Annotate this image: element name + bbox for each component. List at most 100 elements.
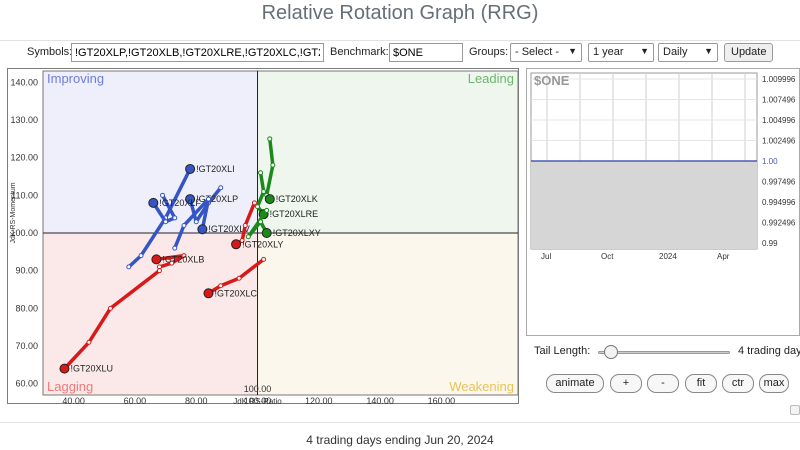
tail-point xyxy=(205,196,211,202)
update-button[interactable]: Update xyxy=(724,43,774,62)
series-label: !GT20XLK xyxy=(276,194,318,204)
y-tick-label: 140.00 xyxy=(10,77,38,87)
series-label: !GT20XLRE xyxy=(270,209,319,219)
period-select[interactable]: 1 year ▼ xyxy=(588,43,654,62)
tail-point xyxy=(261,256,267,262)
x-tick-label: 100.00 xyxy=(244,396,272,405)
mini-x-tick-label: 2024 xyxy=(659,252,677,261)
tail-line-gt20xlu xyxy=(62,268,162,371)
series-label: !GT20XLB xyxy=(162,254,204,264)
head-point xyxy=(148,197,159,208)
head-point xyxy=(261,228,272,238)
tail-line-gt20xlf xyxy=(151,193,177,224)
tail-point xyxy=(138,253,144,259)
head-point xyxy=(185,194,196,205)
y-tick-label: 70.00 xyxy=(15,341,38,351)
mini-x-tick-label: Jul xyxy=(541,252,551,261)
quadrant-improving xyxy=(43,71,258,233)
zoom-out-button[interactable]: - xyxy=(647,374,679,393)
tail-point xyxy=(193,219,199,225)
tail-point xyxy=(258,219,264,225)
tail-line-gt20xlc xyxy=(206,257,266,296)
tail-point xyxy=(181,222,187,228)
benchmark-label: Benchmark: xyxy=(330,46,389,58)
fit-button[interactable]: fit xyxy=(685,374,717,393)
tail-point xyxy=(169,260,175,266)
chevron-down-icon: ▼ xyxy=(640,46,649,56)
tail-point xyxy=(172,245,178,251)
series-label: !GT20XLU xyxy=(70,364,113,374)
period-select-value: 1 year xyxy=(593,46,624,58)
tail-point xyxy=(245,234,251,240)
chevron-down-icon: ▼ xyxy=(568,46,577,56)
y-axis-label: JdK RS-Momentum xyxy=(10,182,17,243)
x-axis-label: JdK RS-Ratio xyxy=(233,397,282,405)
y-tick-label: 100.00 xyxy=(10,228,38,238)
mini-y-tick-label: 1.007496 xyxy=(762,96,796,105)
groups-label: Groups: xyxy=(469,46,509,58)
tail-line-gt20xlb xyxy=(154,253,186,269)
center-button[interactable]: ctr xyxy=(722,374,754,393)
page-title: Relative Rotation Graph (RRG) xyxy=(261,2,539,24)
tail-point xyxy=(239,238,245,244)
head-point xyxy=(185,163,196,174)
tail-length-slider-track[interactable] xyxy=(598,351,730,354)
animate-button[interactable]: animate xyxy=(546,374,604,393)
resize-handle-icon[interactable] xyxy=(790,405,800,415)
tail-point xyxy=(163,219,169,225)
symbols-input[interactable] xyxy=(71,43,324,62)
head-point xyxy=(231,239,242,250)
tail-point xyxy=(126,264,132,270)
mini-y-tick-label: 1.004996 xyxy=(762,116,796,125)
x-tick-label: 80.00 xyxy=(185,396,208,405)
quadrant-label-improving: Improving xyxy=(47,71,104,86)
mini-y-tick-label: 0.994996 xyxy=(762,198,796,207)
quadrant-label-leading: Leading xyxy=(468,71,514,86)
x-tick-label: 140.00 xyxy=(366,396,394,405)
tail-point xyxy=(86,339,92,345)
rrg-chart-panel[interactable]: Improving Leading Lagging Weakening 60.00 70.… xyxy=(7,68,520,405)
groups-select[interactable]: - Select - ▼ xyxy=(510,43,582,62)
center-value-label: 100.00 xyxy=(244,384,272,394)
quadrant-label-weakening: Weakening xyxy=(449,379,514,394)
tail-point xyxy=(251,200,257,206)
mini-y-tick-label: 1.002496 xyxy=(762,137,796,146)
mini-y-tick-label: 0.997496 xyxy=(762,178,796,187)
footer-divider xyxy=(0,422,800,423)
y-tick-label: 130.00 xyxy=(10,115,38,125)
y-tick-label: 120.00 xyxy=(10,153,38,163)
tail-point xyxy=(255,204,261,210)
series-label: !GT20XLXY xyxy=(273,228,321,238)
benchmark-input[interactable] xyxy=(389,43,463,62)
max-button[interactable]: max xyxy=(759,374,789,393)
tail-point xyxy=(218,283,224,289)
tail-point xyxy=(156,268,162,274)
mini-x-tick-label: Apr xyxy=(717,252,730,261)
head-point xyxy=(197,224,208,235)
mini-area-fill xyxy=(531,161,757,249)
mini-y-tick-label: 0.99 xyxy=(762,239,778,248)
mini-x-tick-label: Oct xyxy=(601,252,614,261)
rrg-chart[interactable]: Improving Leading Lagging Weakening 60.00 70.… xyxy=(8,69,520,405)
series-label: !GT20XLI xyxy=(196,164,235,174)
tail-point xyxy=(267,136,273,142)
series-label: !GT20XLP xyxy=(196,194,238,204)
tail-point xyxy=(258,170,264,176)
y-tick-label: 90.00 xyxy=(15,266,38,276)
y-tick-label: 80.00 xyxy=(15,303,38,313)
groups-select-value: - Select - xyxy=(515,46,560,58)
tail-point xyxy=(160,192,166,198)
tail-length-slider-handle[interactable] xyxy=(603,345,618,359)
zoom-in-button[interactable]: + xyxy=(610,374,642,393)
x-tick-label: 40.00 xyxy=(62,396,85,405)
series-label: !GT20XLY xyxy=(242,239,283,249)
chevron-down-icon: ▼ xyxy=(704,46,713,56)
x-tick-label: 60.00 xyxy=(124,396,147,405)
tail-point xyxy=(172,215,178,221)
mini-y-tick-label: 1.009996 xyxy=(762,75,796,84)
series-label: !GT20XLF xyxy=(159,198,201,208)
head-point xyxy=(151,254,162,265)
frequency-select[interactable]: Daily ▼ xyxy=(658,43,718,62)
series-label: !GT20XLC xyxy=(214,288,257,298)
tail-point xyxy=(236,275,242,281)
